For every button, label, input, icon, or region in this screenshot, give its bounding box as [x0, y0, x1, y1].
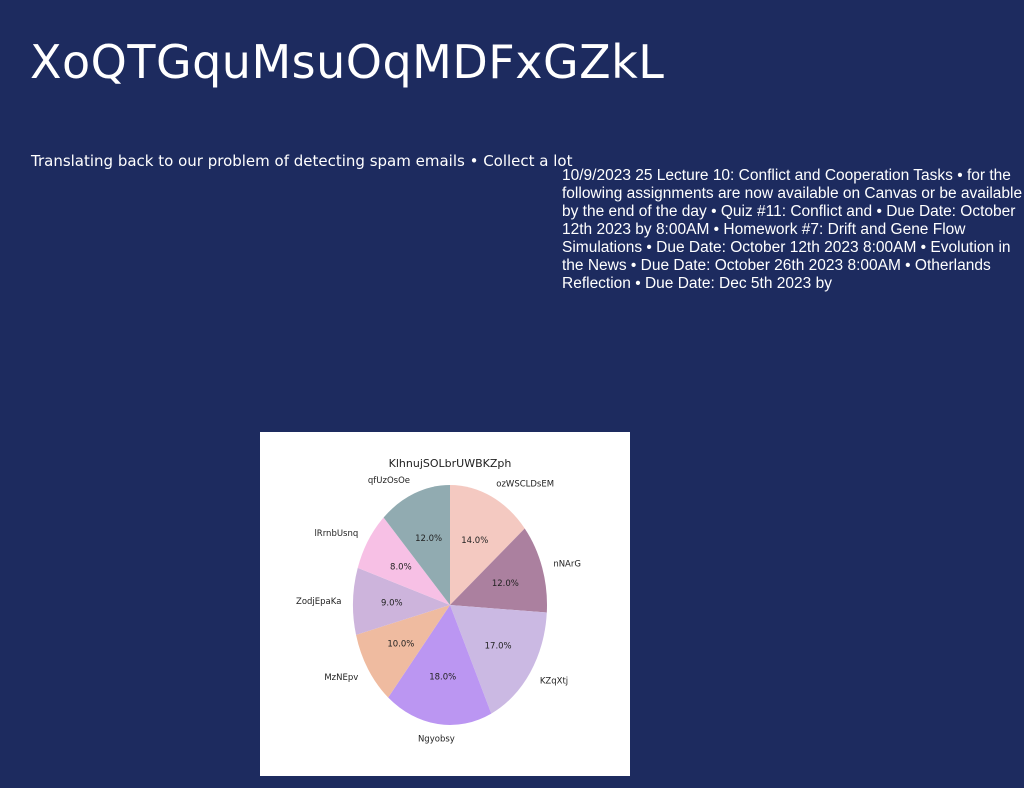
pie-percent-label: 17.0%	[485, 641, 512, 651]
pie-chart: KlhnujSOLbrUWBKZph 14.0% ozWSCLDsEM 12.0% n…	[296, 457, 581, 744]
pie-category-label: lRrnbUsnq	[314, 529, 358, 539]
slide-title: XoQTGquMsuOqMDFxGZkL	[30, 35, 665, 89]
pie-category-label: Ngyobsy	[418, 734, 455, 744]
pie-slice-nNArG	[450, 528, 547, 613]
pie-slices	[353, 485, 547, 725]
pie-percent-label: 8.0%	[390, 562, 412, 572]
pie-category-label: qfUzOsOe	[368, 476, 410, 486]
pie-percent-label: 10.0%	[387, 640, 414, 650]
pie-slice-ozWSCLDsEM	[450, 485, 525, 605]
pie-category-label: KZqXtj	[540, 677, 568, 687]
pie-percent-label: 18.0%	[429, 672, 456, 682]
slide-notes: 10/9/2023 25 Lecture 10: Conflict and Co…	[562, 167, 1023, 292]
pie-slice-MzNEpv	[356, 605, 450, 698]
pie-category-label: MzNEpv	[324, 673, 358, 683]
pie-category-label: ZodjEpaKa	[296, 597, 341, 607]
pie-chart-figure: KlhnujSOLbrUWBKZph 14.0% ozWSCLDsEM 12.0% n…	[260, 432, 630, 776]
pie-labels: 14.0% ozWSCLDsEM 12.0% nNArG 17.0% KZqXtj 18.0…	[296, 476, 581, 744]
pie-slice-qfUzOsOe	[383, 485, 450, 605]
pie-percent-label: 9.0%	[381, 599, 403, 609]
pie-slice-Ngyobsy	[388, 605, 492, 725]
pie-slice-KZqXtj	[450, 605, 547, 714]
pie-category-label: ozWSCLDsEM	[496, 479, 554, 489]
pie-slice-lRrnbUsnq	[357, 517, 450, 605]
pie-percent-label: 12.0%	[415, 534, 442, 544]
pie-percent-label: 14.0%	[461, 536, 488, 546]
pie-percent-label: 12.0%	[492, 579, 519, 589]
pie-category-label: nNArG	[553, 559, 581, 569]
slide-subtitle: Translating back to our problem of detec…	[31, 152, 573, 170]
chart-title: KlhnujSOLbrUWBKZph	[389, 457, 512, 470]
pie-slice-ZodjEpaKa	[353, 567, 450, 635]
